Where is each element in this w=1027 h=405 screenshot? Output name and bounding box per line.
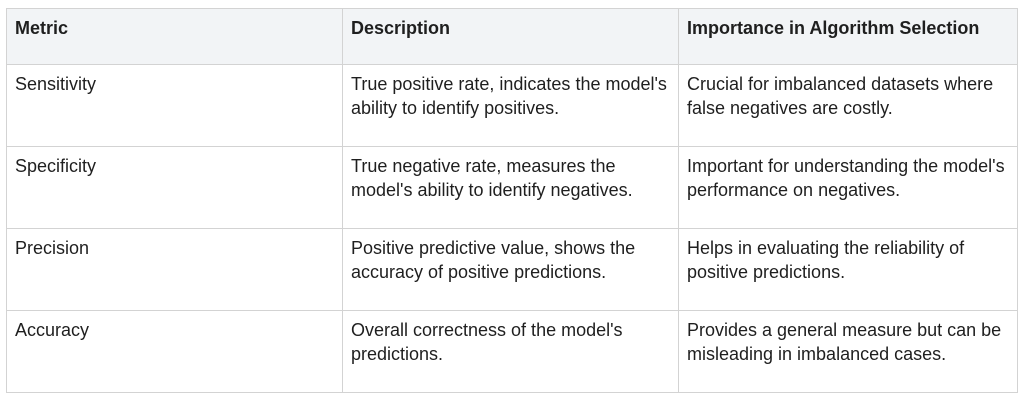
cell-description: Overall correctness of the model's predi…: [342, 310, 679, 393]
metrics-table: Metric Description Importance in Algorit…: [6, 8, 1018, 393]
header-metric: Metric: [6, 8, 343, 65]
cell-description: True negative rate, measures the model's…: [342, 146, 679, 229]
header-row: Metric Description Importance in Algorit…: [6, 8, 1018, 65]
metrics-table-container: Metric Description Importance in Algorit…: [6, 8, 1018, 393]
cell-metric: Specificity: [6, 146, 343, 229]
cell-description: Positive predictive value, shows the acc…: [342, 228, 679, 311]
header-description: Description: [342, 8, 679, 65]
table-row: Sensitivity True positive rate, indicate…: [6, 64, 1018, 147]
table-header: Metric Description Importance in Algorit…: [6, 8, 1018, 65]
table-row: Specificity True negative rate, measures…: [6, 146, 1018, 229]
cell-metric: Precision: [6, 228, 343, 311]
cell-importance: Crucial for imbalanced datasets where fa…: [678, 64, 1018, 147]
cell-description: True positive rate, indicates the model'…: [342, 64, 679, 147]
header-importance: Importance in Algorithm Selection: [678, 8, 1018, 65]
cell-importance: Important for understanding the model's …: [678, 146, 1018, 229]
cell-metric: Accuracy: [6, 310, 343, 393]
table-row: Precision Positive predictive value, sho…: [6, 228, 1018, 311]
table-row: Accuracy Overall correctness of the mode…: [6, 310, 1018, 393]
cell-importance: Provides a general measure but can be mi…: [678, 310, 1018, 393]
cell-metric: Sensitivity: [6, 64, 343, 147]
table-body: Sensitivity True positive rate, indicate…: [6, 64, 1018, 393]
cell-importance: Helps in evaluating the reliability of p…: [678, 228, 1018, 311]
